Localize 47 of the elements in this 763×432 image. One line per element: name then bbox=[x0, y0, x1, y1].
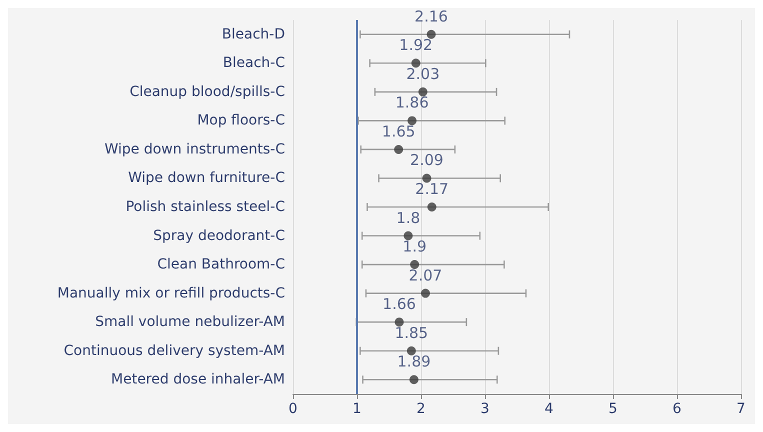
point bbox=[394, 144, 404, 154]
y-tick-label: Metered dose inhaler-AM bbox=[111, 372, 285, 388]
y-tick-label: Spray deodorant-C bbox=[153, 228, 286, 244]
y-tick-label: Manually mix or refill products-C bbox=[57, 285, 286, 302]
x-tick-label: 0 bbox=[288, 401, 298, 417]
data-label: 2.17 bbox=[415, 180, 449, 198]
y-tick-label: Wipe down furniture-C bbox=[128, 170, 286, 186]
data-label: 1.85 bbox=[394, 324, 428, 342]
point bbox=[409, 375, 418, 384]
data-label: 1.92 bbox=[399, 36, 433, 54]
y-tick-label: Cleanup blood/spills-C bbox=[130, 84, 286, 100]
y-tick-label: Polish stainless steel-C bbox=[126, 199, 286, 215]
x-tick-label: 7 bbox=[736, 401, 746, 417]
x-tick-label: 6 bbox=[672, 401, 682, 417]
data-label: 2.16 bbox=[414, 7, 448, 26]
x-tick-label: 3 bbox=[480, 401, 490, 417]
x-tick-label: 1 bbox=[352, 401, 362, 417]
y-tick-label: Continuous delivery system-AM bbox=[64, 342, 285, 359]
point bbox=[420, 288, 430, 298]
y-tick-label: Small volume nebulizer-AM bbox=[95, 314, 285, 330]
y-tick-label: Bleach-D bbox=[222, 26, 285, 42]
data-label: 2.09 bbox=[410, 151, 444, 170]
point bbox=[406, 346, 416, 356]
y-tick-label: Wipe down instruments-C bbox=[104, 141, 286, 158]
x-tick-label: 2 bbox=[416, 401, 426, 417]
point bbox=[418, 87, 428, 96]
point bbox=[394, 318, 404, 327]
data-label: 2.03 bbox=[406, 64, 440, 83]
data-label: 1.66 bbox=[382, 295, 416, 314]
data-label: 1.8 bbox=[396, 208, 420, 227]
point bbox=[427, 202, 436, 212]
point bbox=[408, 116, 417, 126]
data-label: 1.65 bbox=[382, 122, 416, 140]
data-label: 2.07 bbox=[408, 266, 442, 284]
x-tick-label: 5 bbox=[608, 401, 618, 417]
data-label: 1.86 bbox=[395, 94, 429, 112]
point bbox=[404, 231, 413, 240]
point bbox=[426, 30, 436, 39]
point bbox=[411, 58, 420, 68]
point bbox=[422, 174, 432, 183]
data-label: 1.89 bbox=[397, 352, 431, 371]
x-tick-label: 4 bbox=[544, 401, 554, 417]
data-label: 1.9 bbox=[402, 238, 427, 256]
point bbox=[410, 260, 420, 270]
y-tick-label: Bleach-C bbox=[222, 55, 286, 72]
y-tick-label: Clean Bathroom-C bbox=[157, 256, 286, 273]
y-tick-label: Mop floors-C bbox=[197, 112, 286, 129]
